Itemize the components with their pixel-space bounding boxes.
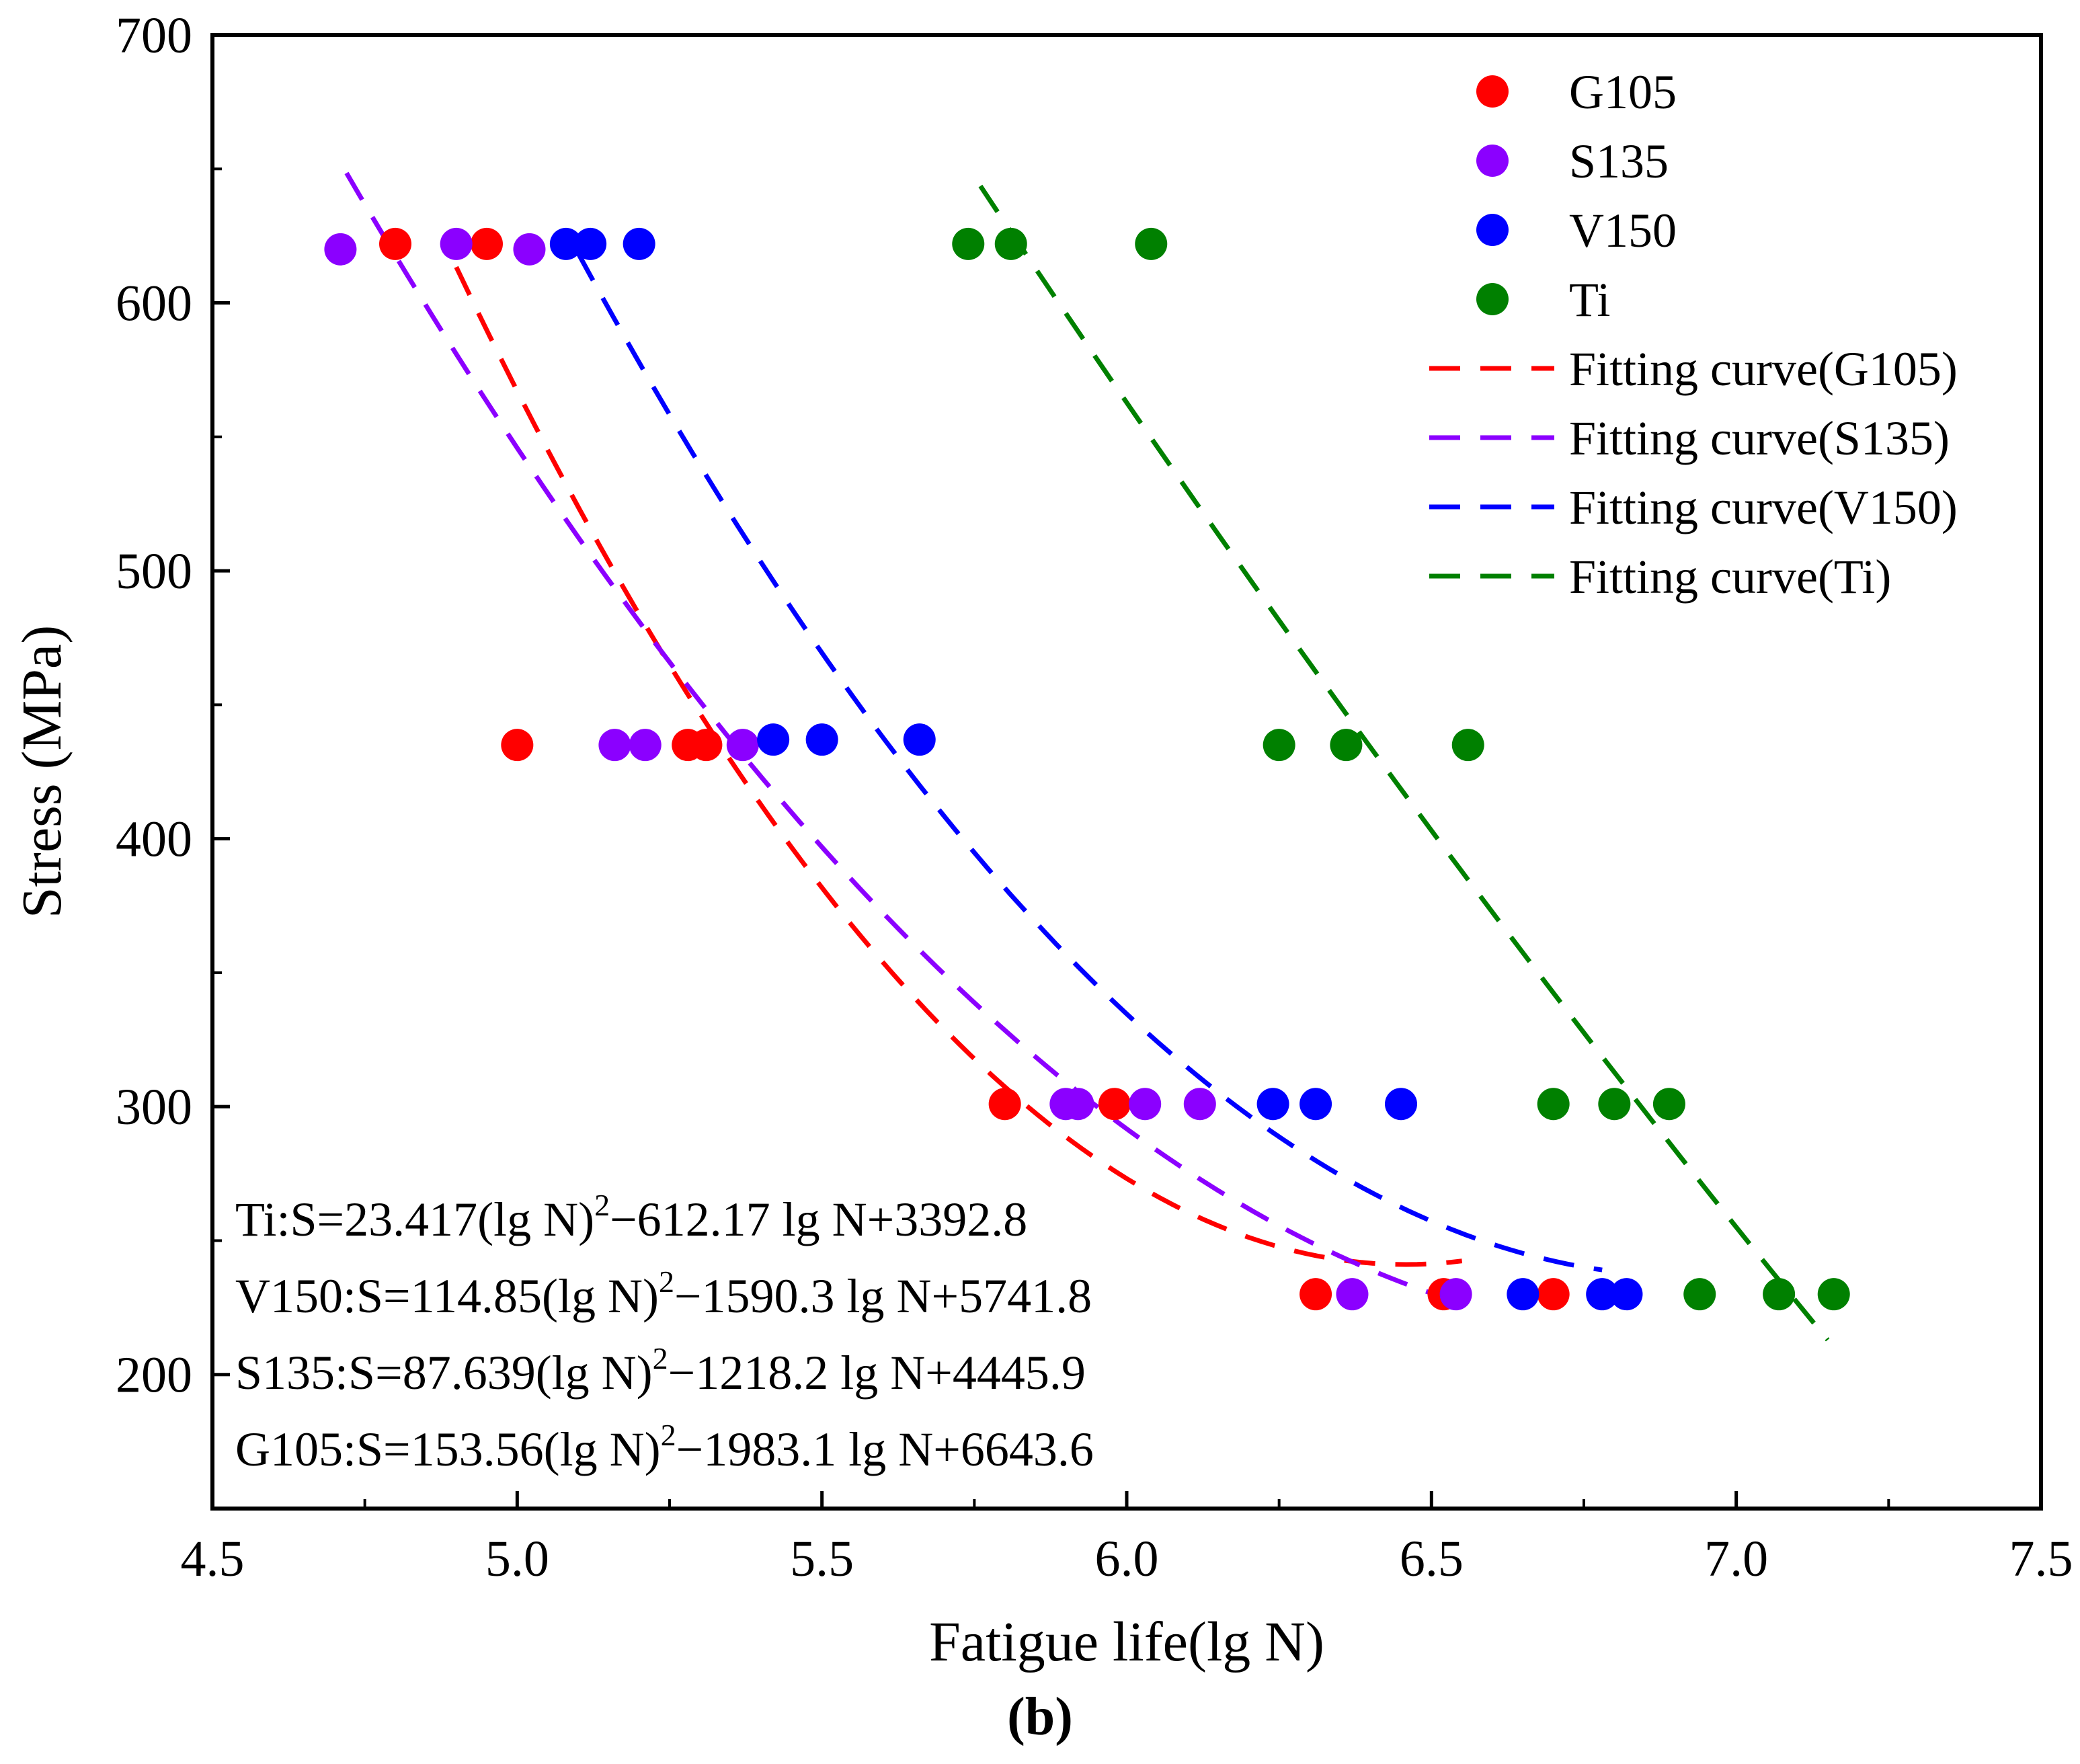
legend-marker bbox=[1476, 283, 1509, 315]
data-point-s135 bbox=[598, 729, 631, 762]
legend-label: S135 bbox=[1569, 134, 1669, 188]
data-point-ti bbox=[1683, 1278, 1716, 1311]
data-point-g105 bbox=[1098, 1088, 1131, 1121]
data-point-ti bbox=[1263, 729, 1295, 762]
legend-marker bbox=[1476, 145, 1509, 177]
data-point-v150 bbox=[903, 723, 936, 756]
data-point-s135 bbox=[1062, 1088, 1094, 1121]
data-point-s135 bbox=[1183, 1088, 1216, 1121]
y-axis-title: Stress (MPa) bbox=[11, 625, 73, 918]
figure-caption: (b) bbox=[1007, 1687, 1073, 1747]
data-point-v150 bbox=[1299, 1088, 1332, 1121]
y-tick-label: 600 bbox=[116, 276, 192, 332]
legend-label: Fitting curve(G105) bbox=[1569, 342, 1958, 396]
y-tick-label: 500 bbox=[116, 543, 192, 600]
data-point-g105 bbox=[1299, 1278, 1332, 1311]
data-points bbox=[324, 227, 1850, 1311]
data-point-g105 bbox=[1537, 1278, 1570, 1311]
data-point-g105 bbox=[690, 729, 723, 762]
legend-label: Fitting curve(V150) bbox=[1569, 481, 1958, 534]
data-point-s135 bbox=[1129, 1088, 1162, 1121]
legend-marker bbox=[1476, 75, 1509, 108]
x-tick-label: 7.0 bbox=[1704, 1531, 1768, 1587]
data-point-ti bbox=[1451, 729, 1484, 762]
x-tick-label: 4.5 bbox=[181, 1531, 245, 1587]
equation-label: S135:S=87.639(lg N)2−1218.2 lg N+4445.9 bbox=[235, 1341, 1086, 1400]
data-point-v150 bbox=[805, 723, 838, 756]
data-point-v150 bbox=[1586, 1278, 1619, 1311]
data-point-ti bbox=[952, 227, 985, 260]
fitting-curve-line bbox=[978, 184, 1830, 1342]
data-point-s135 bbox=[513, 233, 546, 266]
x-tick-label: 7.5 bbox=[2009, 1531, 2073, 1587]
legend-label: G105 bbox=[1569, 65, 1677, 119]
data-point-g105 bbox=[379, 227, 411, 260]
data-point-v150 bbox=[1256, 1088, 1289, 1121]
x-axis-title: Fatigue life(lg N) bbox=[929, 1611, 1324, 1673]
data-point-ti bbox=[1537, 1088, 1570, 1121]
data-point-g105 bbox=[471, 227, 503, 260]
data-point-ti bbox=[1763, 1278, 1796, 1311]
fitting-curve-line bbox=[344, 171, 1451, 1302]
data-point-g105 bbox=[988, 1088, 1021, 1121]
legend-label: Fitting curve(S135) bbox=[1569, 411, 1950, 465]
equations: Ti:S=23.417(lg N)2−612.17 lg N+3392.8 V15… bbox=[235, 1188, 1094, 1476]
equation-label: V150:S=114.85(lg N)2−1590.3 lg N+5741.8 bbox=[235, 1265, 1092, 1323]
legend-marker bbox=[1476, 214, 1509, 246]
data-point-ti bbox=[1652, 1088, 1685, 1121]
data-point-v150 bbox=[623, 227, 655, 260]
data-point-s135 bbox=[629, 729, 662, 762]
data-point-ti bbox=[1817, 1278, 1850, 1311]
data-point-v150 bbox=[549, 227, 582, 260]
data-point-s135 bbox=[1336, 1278, 1369, 1311]
x-tick-label: 6.5 bbox=[1400, 1531, 1464, 1587]
x-tick-label: 5.0 bbox=[485, 1531, 549, 1587]
data-point-v150 bbox=[574, 227, 607, 260]
y-tick-label: 300 bbox=[116, 1079, 192, 1135]
x-tick-label: 5.5 bbox=[790, 1531, 854, 1587]
data-point-v150 bbox=[1610, 1278, 1643, 1311]
fitting-curve-line bbox=[575, 252, 1603, 1273]
fitting-curves bbox=[344, 171, 1830, 1342]
y-tick-label: 200 bbox=[116, 1347, 192, 1404]
y-tick-label: 400 bbox=[116, 811, 192, 868]
data-point-ti bbox=[1598, 1088, 1631, 1121]
data-point-v150 bbox=[1385, 1088, 1417, 1121]
legend-label: V150 bbox=[1569, 204, 1677, 257]
data-point-ti bbox=[994, 227, 1027, 260]
data-point-v150 bbox=[1507, 1278, 1539, 1311]
data-point-s135 bbox=[324, 233, 357, 266]
axis-ticks: 4.5 5.0 5.5 6.0 6.5 7.0 7.5 200 300 400 500 600 700 bbox=[116, 7, 2073, 1587]
data-point-s135 bbox=[726, 729, 759, 762]
data-point-v150 bbox=[757, 723, 790, 756]
x-tick-label: 6.0 bbox=[1095, 1531, 1159, 1587]
data-point-s135 bbox=[1439, 1278, 1472, 1311]
data-point-s135 bbox=[440, 227, 473, 260]
legend: G105 S135 V150 Ti Fitting curve(G105) Fitting… bbox=[1429, 65, 1958, 604]
equation-label: Ti:S=23.417(lg N)2−612.17 lg N+3392.8 bbox=[235, 1188, 1027, 1246]
fitting-curve-line bbox=[454, 266, 1463, 1267]
data-point-ti bbox=[1330, 729, 1363, 762]
data-point-g105 bbox=[501, 729, 534, 762]
equation-label: G105:S=153.56(lg N)2−1983.1 lg N+6643.6 bbox=[235, 1418, 1094, 1476]
data-point-ti bbox=[1135, 227, 1168, 260]
y-tick-label: 700 bbox=[116, 7, 192, 64]
legend-label: Ti bbox=[1569, 273, 1610, 327]
legend-label: Fitting curve(Ti) bbox=[1569, 550, 1891, 604]
